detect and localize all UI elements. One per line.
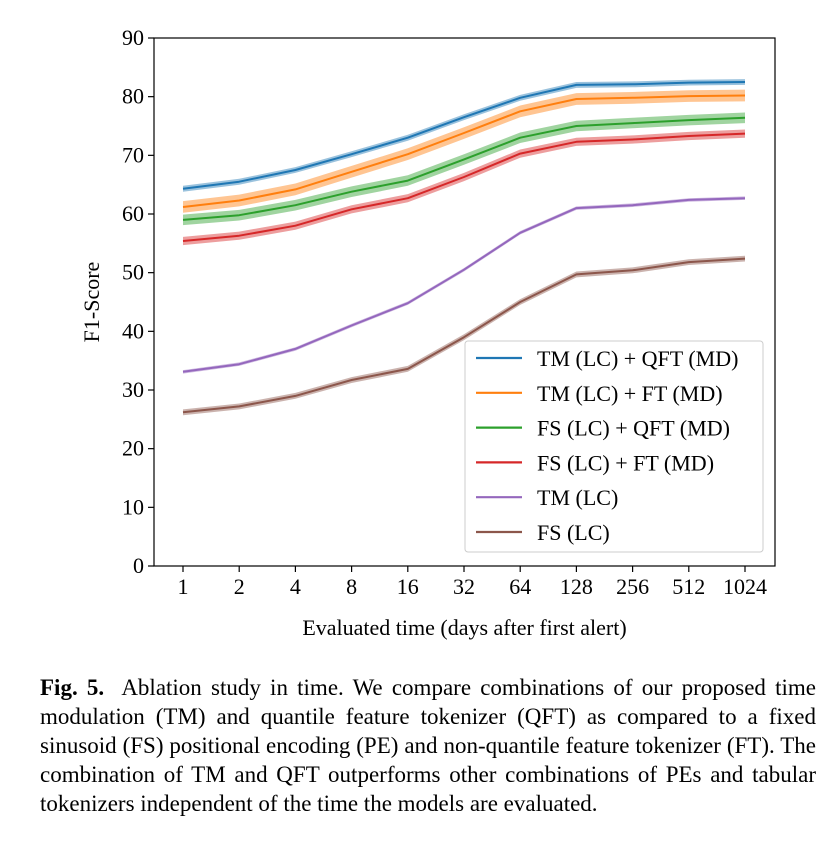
y-tick-label-7: 70 <box>122 142 144 167</box>
legend-label-3: FS (LC) + FT (MD) <box>537 450 714 475</box>
x-tick-label-6: 64 <box>509 574 531 599</box>
legend: TM (LC) + QFT (MD) TM (LC) + FT (MD) FS (L… <box>464 340 764 553</box>
x-axis-label: Evaluated time (days after first alert) <box>302 615 626 640</box>
legend-label-2: FS (LC) + QFT (MD) <box>537 416 730 441</box>
x-tick-label-9: 512 <box>672 574 705 599</box>
series-line-5 <box>182 257 746 414</box>
series-line-3 <box>182 132 746 242</box>
x-tick-label-5: 32 <box>453 574 475 599</box>
y-axis-ticks: 0 10 20 30 40 50 60 70 80 90 <box>122 25 154 578</box>
x-tick-label-10: 1024 <box>723 574 767 599</box>
y-axis-label: F1-Score <box>79 262 104 343</box>
series-band-0 <box>183 79 745 192</box>
y-tick-label-2: 20 <box>122 436 144 461</box>
legend-label-4: TM (LC) <box>537 485 618 510</box>
x-tick-label-3: 8 <box>346 574 357 599</box>
series-band-5 <box>183 255 745 416</box>
y-tick-label-0: 0 <box>133 553 144 578</box>
y-tick-label-1: 10 <box>122 494 144 519</box>
y-tick-label-9: 90 <box>122 25 144 50</box>
legend-label-1: TM (LC) + FT (MD) <box>537 381 723 406</box>
legend-box <box>464 340 764 553</box>
figure-caption: Fig. 5. Ablation study in time. We compa… <box>40 673 816 818</box>
y-tick-label-4: 40 <box>122 318 144 343</box>
legend-label-0: TM (LC) + QFT (MD) <box>537 346 738 371</box>
series-line-4 <box>182 197 746 373</box>
confidence-bands <box>183 79 745 416</box>
y-tick-label-3: 30 <box>122 377 144 402</box>
x-tick-label-7: 128 <box>560 574 593 599</box>
caption-label: Fig. 5. <box>40 675 105 700</box>
series-band-3 <box>183 129 745 246</box>
series-line-1 <box>182 94 746 208</box>
series-line-0 <box>182 81 746 190</box>
legend-label-5: FS (LC) <box>537 520 610 545</box>
caption-text: Ablation study in time. We compare combi… <box>40 675 816 816</box>
x-axis-ticks: 1 2 4 8 16 32 64 128 256 512 1024 <box>178 566 767 599</box>
x-tick-label-8: 256 <box>616 574 649 599</box>
x-tick-label-2: 4 <box>290 574 301 599</box>
series-band-2 <box>183 112 745 226</box>
series-lines <box>182 81 746 414</box>
x-tick-label-1: 2 <box>234 574 245 599</box>
x-tick-label-4: 16 <box>397 574 419 599</box>
y-tick-label-5: 50 <box>122 260 144 285</box>
y-tick-label-8: 80 <box>122 84 144 109</box>
series-band-1 <box>183 89 745 213</box>
series-line-2 <box>182 116 746 221</box>
x-tick-label-0: 1 <box>178 574 189 599</box>
y-tick-label-6: 60 <box>122 201 144 226</box>
